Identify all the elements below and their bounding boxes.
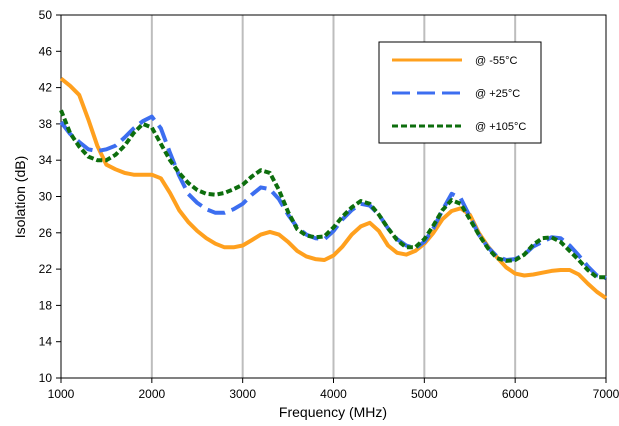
x-axis-title: Frequency (MHz)	[279, 404, 387, 420]
legend-label: @ -55°C	[475, 55, 518, 67]
legend-label: @ +105°C	[475, 121, 526, 133]
y-tick-label: 34	[39, 153, 53, 167]
x-tick-label: 7000	[593, 387, 619, 401]
y-tick-label: 22	[39, 262, 53, 276]
axis-ticks: 1000 2000 3000 4000 5000 6000 7000 10 14 18 22 26 30…	[39, 8, 619, 401]
x-tick-label: 3000	[229, 387, 256, 401]
y-tick-label: 30	[39, 190, 53, 204]
y-tick-label: 18	[39, 298, 53, 312]
x-tick-label: 2000	[138, 387, 165, 401]
x-tick-label: 1000	[48, 387, 75, 401]
x-tick-label: 4000	[320, 387, 347, 401]
y-tick-label: 46	[39, 44, 53, 58]
y-tick-label: 10	[39, 371, 53, 385]
legend-label: @ +25°C	[475, 88, 520, 100]
y-axis-title: Isolation (dB)	[12, 156, 28, 238]
x-tick-label: 5000	[411, 387, 438, 401]
series-line-3	[59, 109, 606, 280]
y-tick-label: 14	[39, 335, 53, 349]
y-tick-label: 38	[39, 117, 53, 131]
series-line-1	[59, 76, 608, 300]
legend: @ -55°C @ +25°C @ +105°C	[378, 41, 542, 144]
y-tick-label: 50	[39, 8, 53, 22]
x-tick-label: 6000	[502, 387, 529, 401]
y-tick-label: 42	[39, 81, 53, 95]
series-lines	[59, 76, 608, 300]
y-tick-label: 26	[39, 226, 53, 240]
